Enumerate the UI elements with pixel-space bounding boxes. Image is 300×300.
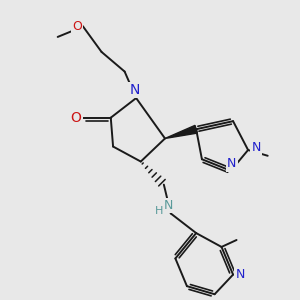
Text: N: N [251, 141, 261, 154]
Text: H: H [155, 206, 164, 216]
Polygon shape [165, 125, 197, 139]
Text: N: N [130, 83, 140, 97]
Text: O: O [71, 111, 82, 125]
Text: N: N [164, 199, 173, 212]
Text: N: N [235, 268, 245, 281]
Text: N: N [227, 157, 237, 170]
Text: O: O [72, 20, 82, 33]
